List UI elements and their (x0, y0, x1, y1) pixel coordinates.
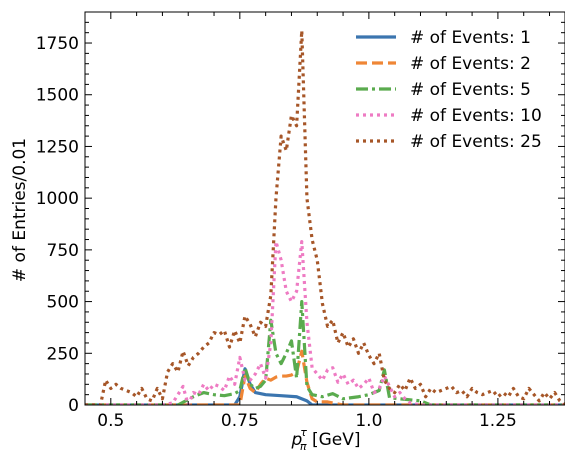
legend: # of Events: 1 # of Events: 2 # of Events:… (356, 28, 542, 152)
legend-label: # of Events: 2 (410, 54, 531, 74)
x-tick-label: 0.5 (97, 411, 124, 431)
x-tick-label: 1.25 (479, 411, 517, 431)
y-tick-label: 750 (47, 241, 79, 261)
y-tick-label: 1750 (36, 34, 79, 54)
ticks-layer: 0.5 0.75 1.0 1.25 0 250 500 750 1000 1250 1500 1750 (36, 11, 565, 431)
series-line-4 (85, 239, 565, 405)
x-axis-label-subscript: π (300, 440, 307, 450)
series-line-3 (85, 299, 565, 405)
legend-label: # of Events: 5 (410, 80, 531, 100)
series-line-1 (85, 367, 565, 405)
x-axis-label-main: p (291, 430, 303, 450)
legend-label: # of Events: 25 (410, 132, 542, 152)
series-line-5 (85, 29, 565, 405)
y-tick-label: 500 (47, 293, 79, 313)
x-tick-label: 0.75 (221, 411, 259, 431)
y-axis-label: # of Entries/0.01 (10, 138, 30, 282)
x-axis-label-superscript: τ (300, 426, 307, 439)
y-tick-label: 1000 (36, 189, 79, 209)
y-tick-label: 250 (47, 344, 79, 364)
x-tick-label: 1.0 (355, 411, 382, 431)
y-tick-label: 1500 (36, 86, 79, 106)
legend-label: # of Events: 10 (410, 106, 542, 126)
y-tick-label: 1250 (36, 137, 79, 157)
series-layer (85, 29, 565, 405)
y-tick-label: 0 (68, 396, 79, 416)
series-line-2 (85, 349, 565, 405)
x-axis-label-unit: [GeV] (307, 430, 361, 450)
x-axis-label: pτ π [GeV] (291, 426, 361, 450)
legend-label: # of Events: 1 (410, 28, 531, 48)
